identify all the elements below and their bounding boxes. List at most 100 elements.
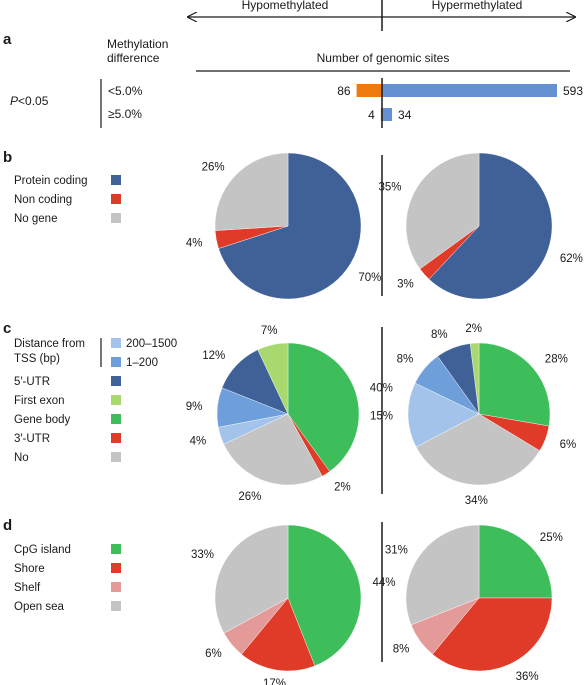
pie-c-hypermethylated: 28% 6% 34% 15% 8% 8% 2% (370, 323, 576, 507)
panel-d: d CpG island Shore Shelf Open sea 44% 17%… (3, 517, 563, 685)
bar-chart: 86 593 4 34 (337, 84, 583, 122)
row-label-lt5: <5.0% (108, 84, 143, 98)
slice-label-no-gene: 35% (378, 182, 401, 194)
legend-c-swatch-gene-body (111, 414, 121, 424)
slice-open-sea (405, 524, 480, 626)
slice-first-exon (257, 342, 289, 415)
slice-no (415, 413, 541, 486)
bar-hypo-0 (356, 84, 382, 97)
bar-hyper-value-0: 593 (563, 84, 583, 98)
bar-hyper-0 (382, 84, 557, 97)
legend-d-swatch-cpg-island (111, 544, 121, 554)
legend-c-swatch-1-200 (111, 357, 121, 367)
slice-shore (432, 597, 553, 672)
legend-c-swatch-first-exon (111, 395, 121, 405)
slice-cpg-island (478, 524, 553, 599)
pie-b-hypomethylated: 70% 4% 26% (186, 152, 381, 300)
slice-gene-body (287, 342, 360, 472)
legend-d-swatch-shelf (111, 582, 121, 592)
legend-c-label-first-exon: First exon (14, 395, 65, 407)
legend-d-swatch-shore (111, 563, 121, 573)
panel-b-letter: b (3, 149, 12, 166)
slice-label-shelf: 6% (205, 648, 222, 660)
slice-no-gene (405, 152, 480, 270)
slice-label-5utr: 12% (202, 350, 225, 362)
panel-b: b Protein coding Non coding No gene 70% 4… (3, 149, 583, 300)
legend-c-swatch-3utr (111, 433, 121, 443)
slice-label-no: 26% (238, 491, 261, 503)
bar-hypo-value-1: 4 (368, 108, 375, 122)
legend-c-tss-title-line1: Distance from (14, 338, 85, 350)
legend-c-swatch-200-1500 (111, 338, 121, 348)
slice-label-5utr: 8% (431, 329, 448, 341)
slice-label-cpg-island: 44% (373, 577, 396, 589)
legend-c-label-no: No (14, 452, 29, 464)
bar-hyper-value-1: 34 (398, 108, 412, 122)
legend-c-label-5utr: 5′-UTR (14, 376, 50, 388)
pie-d-hypermethylated: 25% 36% 8% 31% (385, 524, 563, 683)
legend-b-label-protein-coding: Protein coding (14, 175, 88, 187)
slice-shore (241, 597, 316, 672)
methylation-difference-label-line2: difference (107, 51, 160, 65)
slice-label-open-sea: 33% (191, 549, 214, 561)
slice-protein-coding (218, 152, 362, 300)
slice-label-non-coding: 4% (186, 237, 203, 249)
slice-label-non-coding: 3% (397, 279, 414, 291)
legend-c-label-gene-body: Gene body (14, 414, 71, 426)
slice-label-3utr: 2% (334, 482, 351, 494)
legend-c-label-1-200: 1–200 (126, 357, 158, 369)
slice-cpg-island (287, 524, 362, 667)
pvalue-label: P<0.05 (10, 94, 49, 108)
hypermethylated-label: Hypermethylated (432, 0, 523, 12)
slice-first-exon (469, 342, 480, 415)
slice-label-3utr: 6% (560, 439, 577, 451)
legend-b-swatch-protein-coding (111, 175, 121, 185)
legend-d-label-shelf: Shelf (14, 582, 41, 594)
legend-c-label-200-1500: 200–1500 (126, 338, 177, 350)
legend-d-swatch-open-sea (111, 601, 121, 611)
legend-b-label-non-coding: Non coding (14, 194, 72, 206)
pie-c-hypomethylated: 40% 2% 26% 4% 9% 12% 7% (186, 325, 393, 503)
legend-b-swatch-non-coding (111, 194, 121, 204)
panel-c: c Distance from TSS (bp) 200–1500 1–200 … (3, 320, 576, 507)
legend-c-tss-title-line2: TSS (bp) (14, 353, 60, 365)
hypomethylated-label: Hypomethylated (242, 0, 329, 12)
panel-a: a Methylation difference Number of genom… (3, 31, 583, 128)
slice-label-first-exon: 2% (465, 323, 482, 335)
panel-a-letter: a (3, 31, 12, 48)
slice-label-tss-200-1500: 4% (190, 436, 207, 448)
bar-hyper-1 (382, 108, 393, 121)
slice-label-first-exon: 7% (261, 325, 278, 337)
slice-label-tss-200-1500: 15% (370, 410, 393, 422)
legend-c-swatch-no (111, 452, 121, 462)
slice-label-no-gene: 26% (202, 161, 225, 173)
slice-label-protein-coding: 70% (358, 272, 381, 284)
slice-protein-coding (428, 152, 553, 300)
panel-d-letter: d (3, 517, 12, 534)
slice-open-sea (214, 524, 289, 634)
slice-no-gene (214, 152, 289, 231)
slice-label-tss-1-200: 8% (397, 354, 414, 366)
methylation-difference-label-line1: Methylation (107, 37, 168, 51)
legend-b-label-no-gene: No gene (14, 213, 57, 225)
slice-label-gene-body: 40% (370, 382, 393, 394)
slice-label-shore: 17% (263, 678, 286, 685)
legend-c-swatch-5utr (111, 376, 121, 386)
genomic-sites-axis-title: Number of genomic sites (317, 51, 450, 65)
legend-d-label-shore: Shore (14, 563, 45, 575)
direction-header: Hypomethylated Hypermethylated (188, 0, 575, 31)
slice-no (223, 413, 323, 486)
legend-d-label-open-sea: Open sea (14, 601, 64, 613)
legend-c-label-3utr: 3′-UTR (14, 433, 50, 445)
slice-label-shore: 36% (516, 671, 539, 683)
slice-gene-body (478, 342, 551, 427)
slice-label-protein-coding: 62% (560, 253, 583, 265)
pie-d-hypomethylated: 44% 17% 6% 33% (191, 524, 396, 685)
legend-b-swatch-no-gene (111, 213, 121, 223)
slice-label-open-sea: 31% (385, 545, 408, 557)
slice-label-shelf: 8% (393, 644, 410, 656)
slice-tss-200-1500 (407, 382, 480, 448)
pie-b-hypermethylated: 62% 3% 35% (378, 152, 583, 300)
slice-label-tss-1-200: 9% (186, 401, 203, 413)
